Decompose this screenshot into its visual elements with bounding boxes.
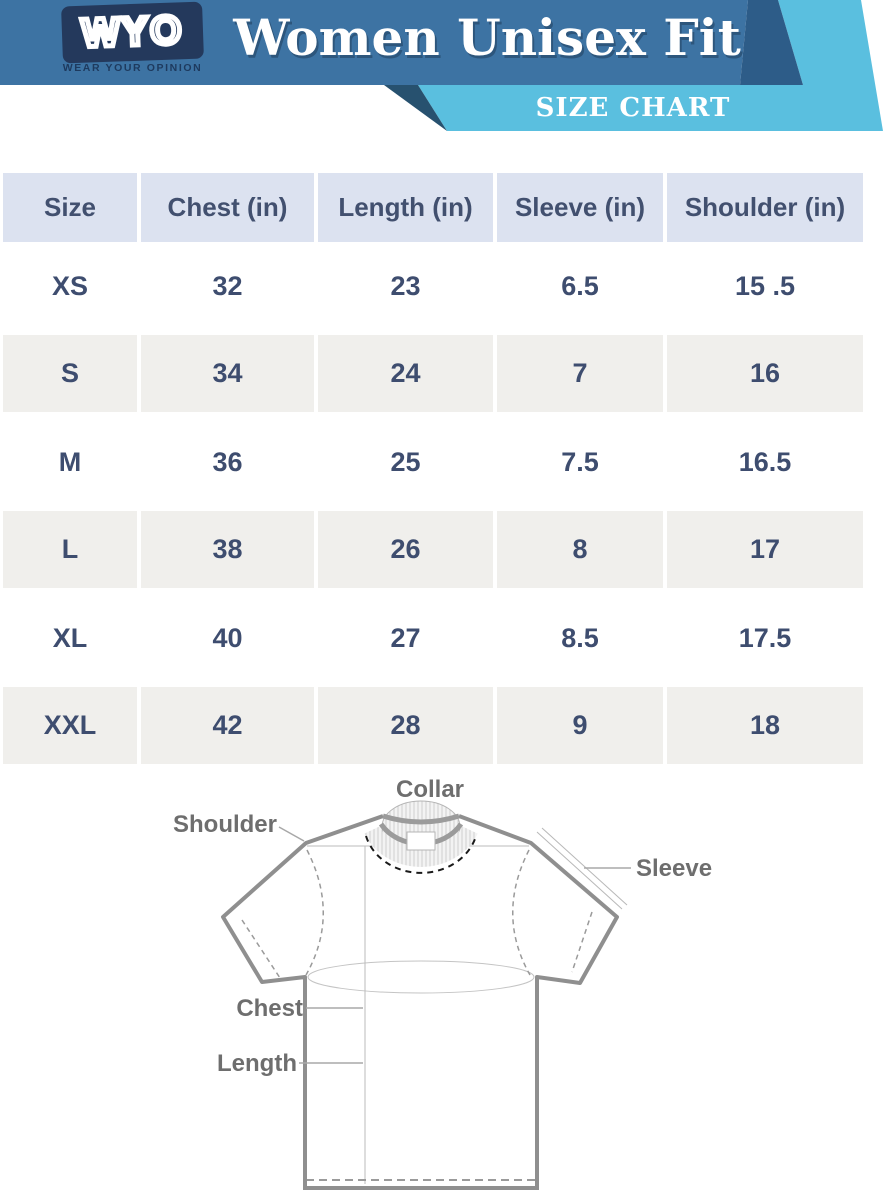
table-row-xxl: XXL 42 28 9 18 <box>3 682 863 770</box>
sleeve-value: 8.5 <box>561 622 599 653</box>
sleeve-value: 7.5 <box>561 446 599 477</box>
table-row-m: M 36 25 7.5 16.5 <box>3 418 863 506</box>
length-value: 24 <box>318 330 493 418</box>
chest-value: 32 <box>212 270 243 301</box>
brand-logo-text: WYO <box>78 6 186 59</box>
length-value: 25 <box>390 446 421 477</box>
collar-label: Collar <box>396 776 464 803</box>
length-value: 28 <box>318 682 493 770</box>
ribbon-shadow-triangle <box>384 85 447 131</box>
table-header-row: Size Chest (in) Length (in) Sleeve (in) … <box>3 173 863 242</box>
shoulder-value: 17.5 <box>738 622 792 653</box>
tshirt-measurement-diagram: Collar Shoulder Sleeve Chest Length <box>173 776 712 1190</box>
shoulder-leader-line <box>278 826 305 842</box>
collar-tag <box>406 831 436 851</box>
length-value: 23 <box>390 270 421 301</box>
table-row-xs: XS 32 23 6.5 15 .5 <box>3 242 863 330</box>
chest-label: Chest <box>236 995 303 1022</box>
size-label: XXL <box>3 682 137 770</box>
length-value: 26 <box>318 506 493 594</box>
brand-logo: WYO <box>61 1 204 64</box>
right-sleeve-seam-dashed <box>571 911 593 973</box>
chest-value: 42 <box>141 682 314 770</box>
chest-value: 40 <box>212 622 243 653</box>
sleeve-label: Sleeve <box>636 855 712 882</box>
chest-value: 34 <box>141 330 314 418</box>
table-row-xl: XL 40 27 8.5 17.5 <box>3 594 863 682</box>
collar-rib-band <box>364 825 478 867</box>
tshirt-outline-left <box>221 814 384 1188</box>
chest-value: 36 <box>212 446 243 477</box>
ribbon-shape <box>418 0 883 131</box>
sleeve-indicator-line-1 <box>536 831 623 910</box>
table-row-l: L 38 26 8 17 <box>3 506 863 594</box>
column-header-size: Size <box>3 173 137 242</box>
size-label: XL <box>52 622 88 653</box>
right-armhole-dashed <box>512 849 531 976</box>
chest-ellipse <box>307 960 535 994</box>
sleeve-indicator-line-2 <box>541 827 628 906</box>
brand-tagline: WEAR YOUR OPINION <box>62 62 203 74</box>
shoulder-label: Shoulder <box>173 811 277 838</box>
sleeve-value: 7 <box>497 330 663 418</box>
length-value: 27 <box>390 622 421 653</box>
size-label: S <box>3 330 137 418</box>
collar-top-seam <box>382 813 460 825</box>
collar-outer-dashed <box>365 835 477 874</box>
sleeve-value: 6.5 <box>561 270 599 301</box>
shoulder-value: 17 <box>667 506 863 594</box>
band-fold-shadow-shape <box>740 0 803 85</box>
left-sleeve-seam-dashed <box>241 919 281 979</box>
page-title: Women Unisex Fit <box>233 8 741 67</box>
shoulder-value: 16.5 <box>738 446 792 477</box>
page-subtitle: SIZE CHART <box>535 93 731 123</box>
size-label: L <box>3 506 137 594</box>
column-header-chest: Chest (in) <box>141 173 314 242</box>
chest-value: 38 <box>141 506 314 594</box>
size-label: M <box>58 446 82 477</box>
size-label: XS <box>51 270 89 301</box>
column-header-sleeve: Sleeve (in) <box>497 173 663 242</box>
header-banner: WYO WEAR YOUR OPINION Women Unisex Fit S… <box>0 0 883 135</box>
shoulder-value: 15 .5 <box>734 270 796 301</box>
sleeve-value: 9 <box>497 682 663 770</box>
shoulder-value: 18 <box>667 682 863 770</box>
tshirt-silhouette <box>223 816 617 1188</box>
left-armhole-dashed <box>305 849 324 976</box>
sleeve-value: 8 <box>497 506 663 594</box>
shoulder-value: 16 <box>667 330 863 418</box>
table-row-s: S 34 24 7 16 <box>3 330 863 418</box>
size-chart-table: Size Chest (in) Length (in) Sleeve (in) … <box>3 173 863 770</box>
length-label: Length <box>217 1050 297 1077</box>
column-header-shoulder: Shoulder (in) <box>667 173 863 242</box>
tshirt-outline-right <box>458 814 619 1188</box>
column-header-length: Length (in) <box>318 173 493 242</box>
